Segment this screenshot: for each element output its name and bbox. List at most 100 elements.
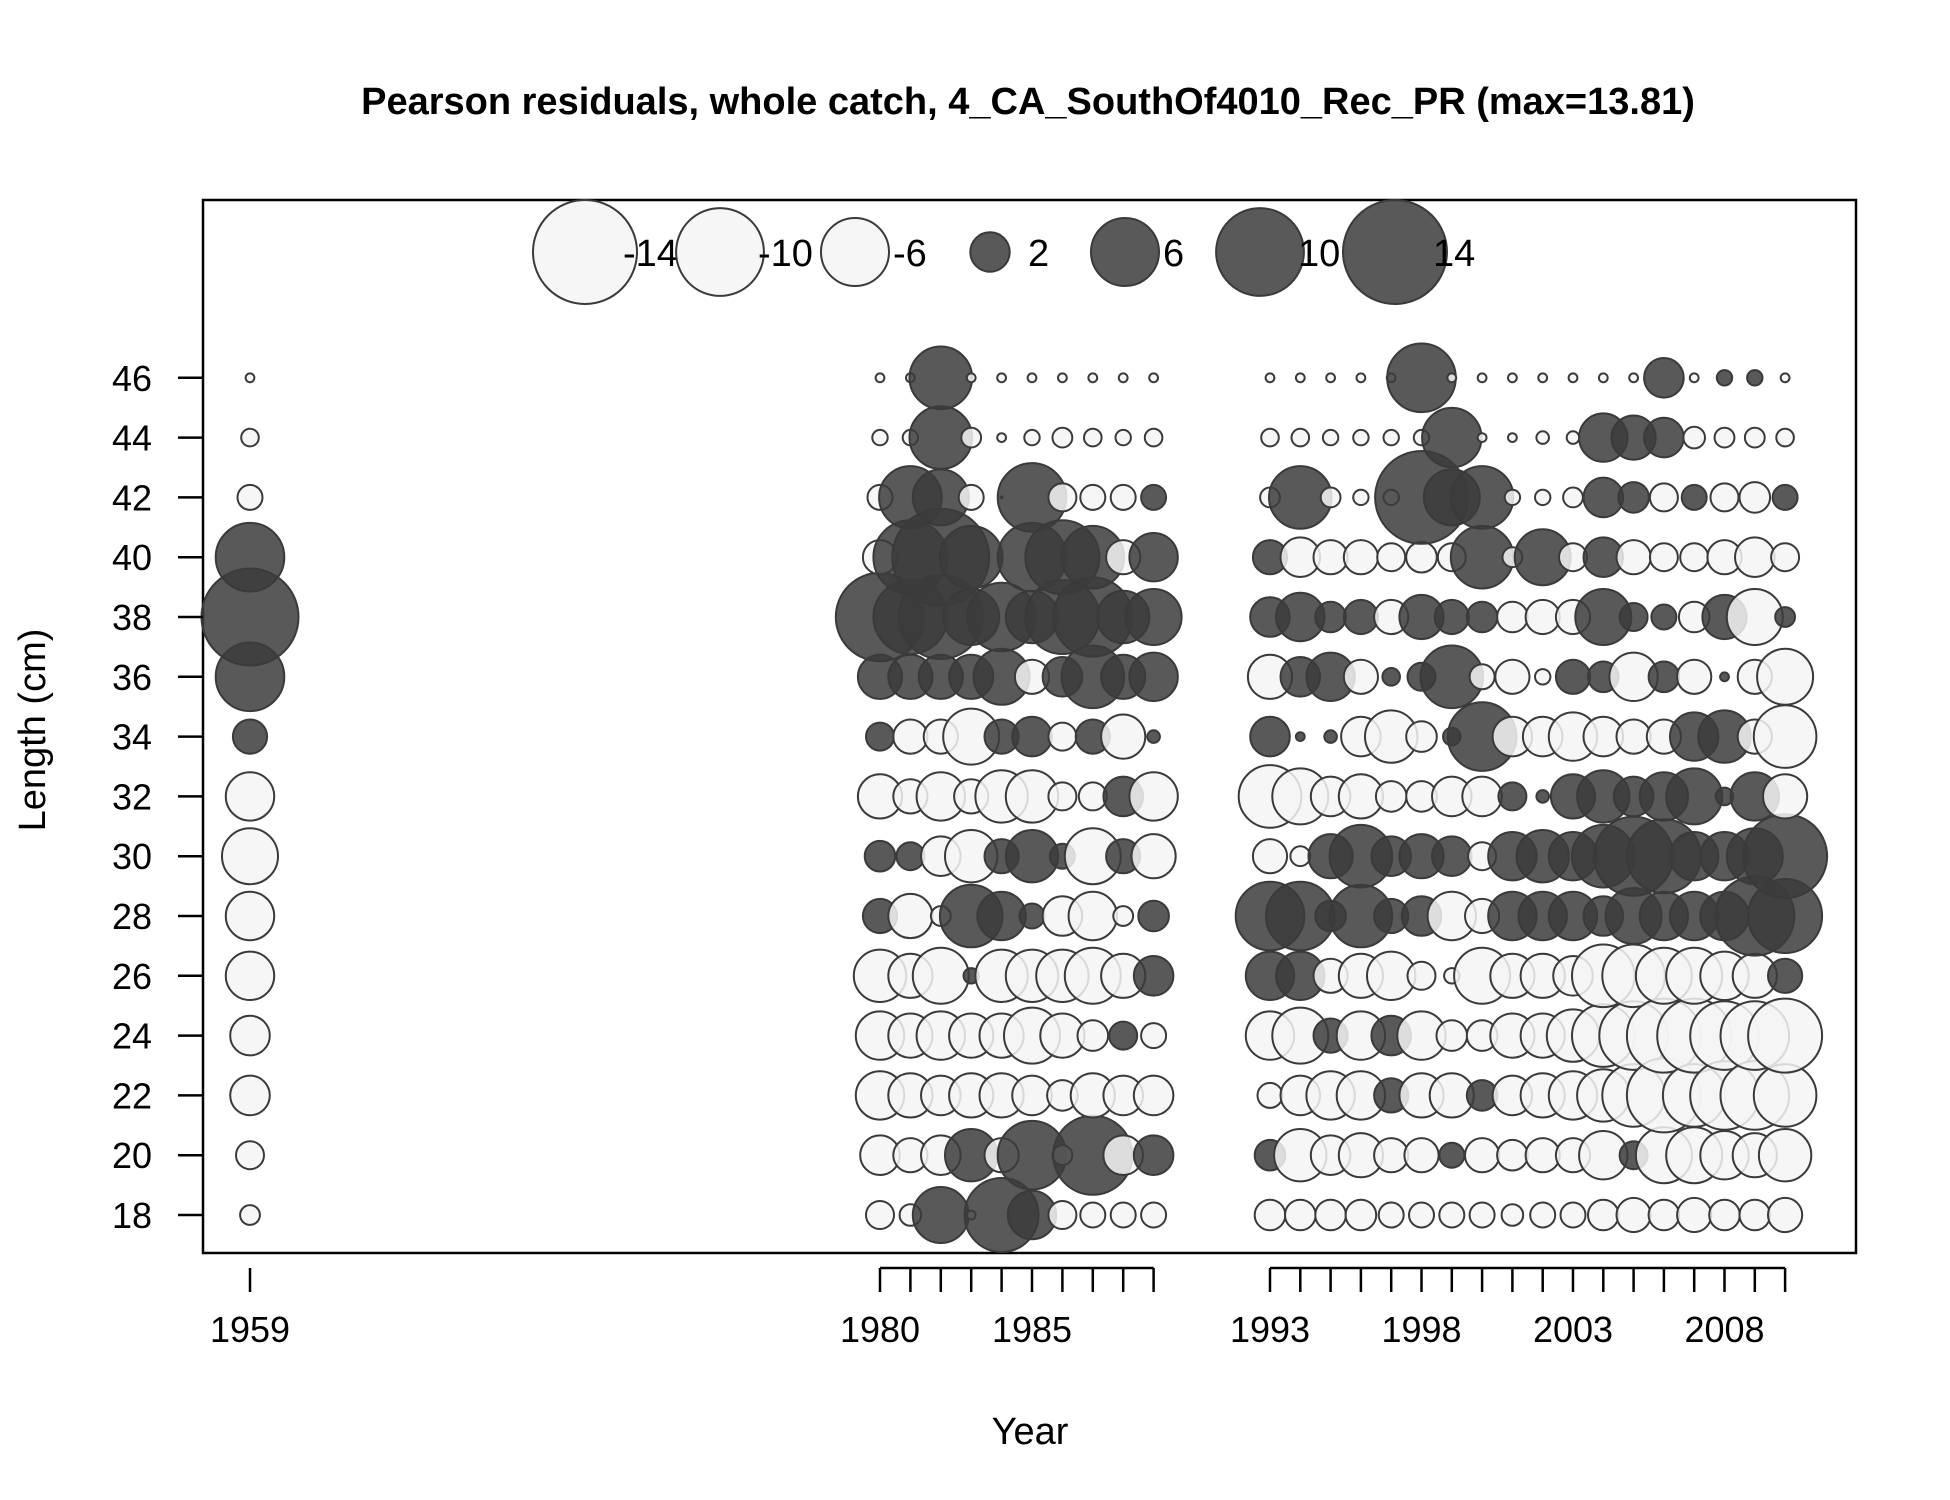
- residual-bubble-1987-44: [1083, 427, 1103, 448]
- legend-label--6: -6: [893, 233, 927, 275]
- residual-bubble-1989-22: [1132, 1074, 1175, 1117]
- residual-bubble-1994-46: [1294, 372, 1306, 384]
- legend-bubble-2: [969, 231, 1011, 273]
- residual-bubble-2001-46: [1507, 372, 1518, 384]
- y-tick-label-26: 26: [112, 956, 152, 997]
- y-tick-label-18: 18: [112, 1195, 152, 1236]
- residual-bubble-2000-18: [1468, 1201, 1496, 1229]
- residual-bubble-1987-18: [1079, 1201, 1107, 1229]
- residual-bubble-2009-42: [1738, 481, 1772, 514]
- residual-bubble-2002-44: [1535, 430, 1550, 445]
- residual-bubble-1998-46: [1386, 342, 1457, 414]
- legend-bubble--14: [532, 199, 638, 305]
- residual-bubble-2007-40: [1679, 542, 1710, 573]
- y-tick-label-30: 30: [112, 836, 152, 877]
- residual-bubble-2001-20: [1496, 1138, 1529, 1172]
- legend-bubble-14: [1342, 199, 1448, 305]
- residual-bubble-1989-26: [1132, 955, 1175, 997]
- residual-bubble-1959-26: [224, 950, 276, 1001]
- residual-bubble-1996-44: [1352, 428, 1370, 447]
- residual-bubble-2007-32: [1665, 767, 1724, 826]
- residual-bubble-1989-18: [1140, 1201, 1168, 1229]
- residual-bubble-2010-36: [1756, 647, 1815, 706]
- chart-title: Pearson residuals, whole catch, 4_CA_Sou…: [361, 81, 1695, 123]
- y-tick-label-32: 32: [112, 776, 152, 817]
- residual-bubble-1986-44: [1051, 426, 1074, 449]
- residual-bubble-2010-44: [1775, 427, 1795, 448]
- residual-bubble-1988-42: [1109, 483, 1137, 511]
- x-tick-label-1993: 1993: [1230, 1309, 1310, 1350]
- residual-bubble-1997-18: [1377, 1201, 1405, 1229]
- residual-bubbles: [200, 342, 1829, 1253]
- x-tick-label-2003: 2003: [1533, 1309, 1613, 1350]
- residual-bubble-2005-18: [1615, 1196, 1652, 1234]
- residual-bubble-1993-30: [1251, 838, 1289, 875]
- residual-bubble-2006-44: [1643, 416, 1685, 459]
- residual-bubble-1987-46: [1087, 372, 1099, 384]
- residual-bubble-2006-18: [1647, 1198, 1681, 1232]
- residual-bubble-2002-36: [1534, 668, 1552, 686]
- residual-bubble-2010-40: [1770, 542, 1801, 573]
- legend-label-2: 2: [1028, 233, 1049, 275]
- residual-bubble-2003-42: [1562, 486, 1584, 509]
- residual-bubble-1998-26: [1406, 960, 1437, 991]
- residual-bubble-2008-36: [1719, 671, 1730, 683]
- residual-bubble-2008-44: [1713, 426, 1736, 449]
- residual-bubble-1982-46: [908, 345, 974, 411]
- residual-bubble-2006-38: [1650, 603, 1678, 631]
- residual-bubble-2010-24: [1747, 997, 1824, 1074]
- residual-bubble-1980-46: [874, 372, 886, 384]
- residual-bubble-2008-42: [1709, 482, 1740, 513]
- residual-bubble-1995-34: [1323, 729, 1338, 744]
- residual-bubble-2001-32: [1497, 781, 1528, 812]
- residual-bubble-2005-34: [1615, 718, 1652, 755]
- residual-bubble-1980-34: [865, 721, 895, 752]
- y-tick-label-44: 44: [112, 418, 152, 459]
- residual-bubble-2010-34: [1752, 704, 1818, 769]
- residual-bubble-2001-38: [1496, 600, 1529, 634]
- residual-bubble-2002-20: [1524, 1137, 1561, 1174]
- residual-bubble-1995-18: [1314, 1198, 1347, 1232]
- x-tick-label-1959: 1959: [210, 1309, 290, 1350]
- residual-bubble-1993-18: [1253, 1198, 1287, 1232]
- residual-bubble-2008-46: [1715, 369, 1734, 387]
- residual-bubble-2003-36: [1554, 658, 1592, 695]
- residual-bubble-1993-46: [1264, 372, 1276, 384]
- residual-bubble-1959-30: [221, 827, 279, 886]
- residual-bubble-2007-44: [1682, 425, 1706, 450]
- residual-bubble-2004-42: [1582, 476, 1625, 519]
- legend-label-14: 14: [1433, 233, 1475, 275]
- y-tick-label-24: 24: [112, 1016, 152, 1057]
- residual-bubble-1994-44: [1290, 427, 1311, 448]
- residual-bubble-1997-20: [1373, 1137, 1410, 1174]
- residual-bubble-1989-42: [1140, 483, 1168, 511]
- residual-bubble-1985-44: [1023, 428, 1041, 447]
- residual-bubble-1988-44: [1114, 428, 1132, 447]
- residual-bubble-1996-42: [1352, 488, 1370, 507]
- x-tick-label-1980: 1980: [840, 1309, 920, 1350]
- residual-bubble-1987-28: [1067, 890, 1119, 942]
- y-tick-label-36: 36: [112, 657, 152, 698]
- residual-bubble-1989-36: [1128, 651, 1179, 702]
- residual-bubble-1959-28: [224, 890, 276, 942]
- legend-bubble-10: [1215, 207, 1305, 297]
- residual-bubble-2000-44: [1476, 432, 1488, 444]
- residual-bubble-1998-18: [1408, 1201, 1435, 1229]
- residual-bubble-1998-20: [1403, 1137, 1440, 1174]
- residual-bubble-2009-40: [1734, 536, 1776, 579]
- residual-bubble-1989-46: [1148, 372, 1159, 384]
- y-tick-label-42: 42: [112, 477, 152, 518]
- residual-bubble-2010-26: [1767, 957, 1804, 994]
- residual-bubble-1993-44: [1260, 427, 1280, 448]
- residual-bubble-1997-32: [1374, 780, 1408, 813]
- residual-bubble-1988-34: [1100, 713, 1147, 760]
- residual-bubble-2007-18: [1676, 1196, 1713, 1234]
- x-tick-label-2008: 2008: [1684, 1309, 1764, 1350]
- residual-bubble-1993-34: [1249, 715, 1291, 758]
- residual-bubble-2003-18: [1559, 1201, 1587, 1229]
- residual-bubble-1986-42: [1047, 482, 1078, 513]
- residual-bubble-2005-46: [1628, 372, 1639, 384]
- residual-bubble-1982-18: [911, 1186, 970, 1244]
- residual-bubble-1999-24: [1435, 1019, 1469, 1052]
- residual-bubble-1959-24: [229, 1014, 271, 1057]
